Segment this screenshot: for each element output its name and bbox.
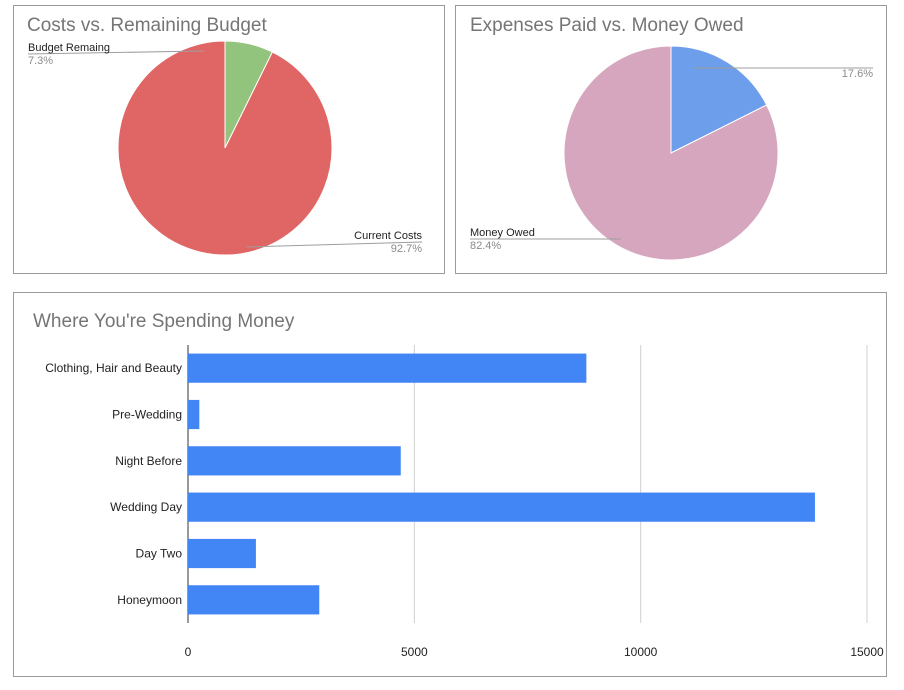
bar-chart-x-tick-1: 5000 xyxy=(401,645,428,659)
pie-chart-costs-title: Costs vs. Remaining Budget xyxy=(27,15,267,36)
bar-chart-x-tick-0: 0 xyxy=(185,645,192,659)
pie1-label-1: Current Costs xyxy=(354,230,422,242)
bar-chart-category-label-2: Night Before xyxy=(115,454,182,468)
pie2-label-1: Money Owed xyxy=(470,227,535,239)
bar-2 xyxy=(188,446,401,476)
pie1-percent-0: 7.3% xyxy=(28,55,53,67)
pie1-slice-1 xyxy=(117,40,333,256)
bar-chart-title: Where You're Spending Money xyxy=(33,311,295,332)
pie1-leader-line-0 xyxy=(27,50,205,55)
bar-5 xyxy=(188,585,320,615)
bar-chart: 0 5000 10000 15000 Clothing, Hair and Beauty… xyxy=(45,345,884,659)
bar-chart-category-label-0: Clothing, Hair and Beauty xyxy=(45,361,182,375)
pie1-leader-line-1 xyxy=(246,241,423,248)
bar-chart-x-tick-3: 15000 xyxy=(850,645,884,659)
bar-3 xyxy=(188,492,815,522)
bar-chart-category-label-3: Wedding Day xyxy=(110,500,182,514)
pie2-percent-1: 82.4% xyxy=(470,240,501,252)
pie-chart-expenses-title: Expenses Paid vs. Money Owed xyxy=(470,15,744,36)
bar-0 xyxy=(188,353,587,383)
bar-4 xyxy=(188,538,256,569)
bar-chart-category-label-1: Pre-Wedding xyxy=(112,408,182,422)
bar-chart-panel: Where You're Spending Money 0 5000 10000 15… xyxy=(13,292,887,677)
pie1-percent-1: 92.7% xyxy=(391,243,422,255)
pie-chart-costs-panel: Costs vs. Remaining Budget Budget Remain… xyxy=(13,5,445,274)
pie2-slice-1 xyxy=(563,45,779,261)
bar-chart-category-label-4: Day Two xyxy=(136,547,183,561)
pie-chart-expenses-panel: Expenses Paid vs. Money Owed 17.6% Money … xyxy=(455,5,887,274)
bar-chart-x-tick-2: 10000 xyxy=(624,645,658,659)
pie2-percent-0: 17.6% xyxy=(842,68,873,80)
bar-chart-category-label-5: Honeymoon xyxy=(117,593,182,607)
pie2-slice-0 xyxy=(670,45,768,154)
bar-1 xyxy=(188,399,200,430)
pie1-label-0: Budget Remaing xyxy=(28,42,110,54)
